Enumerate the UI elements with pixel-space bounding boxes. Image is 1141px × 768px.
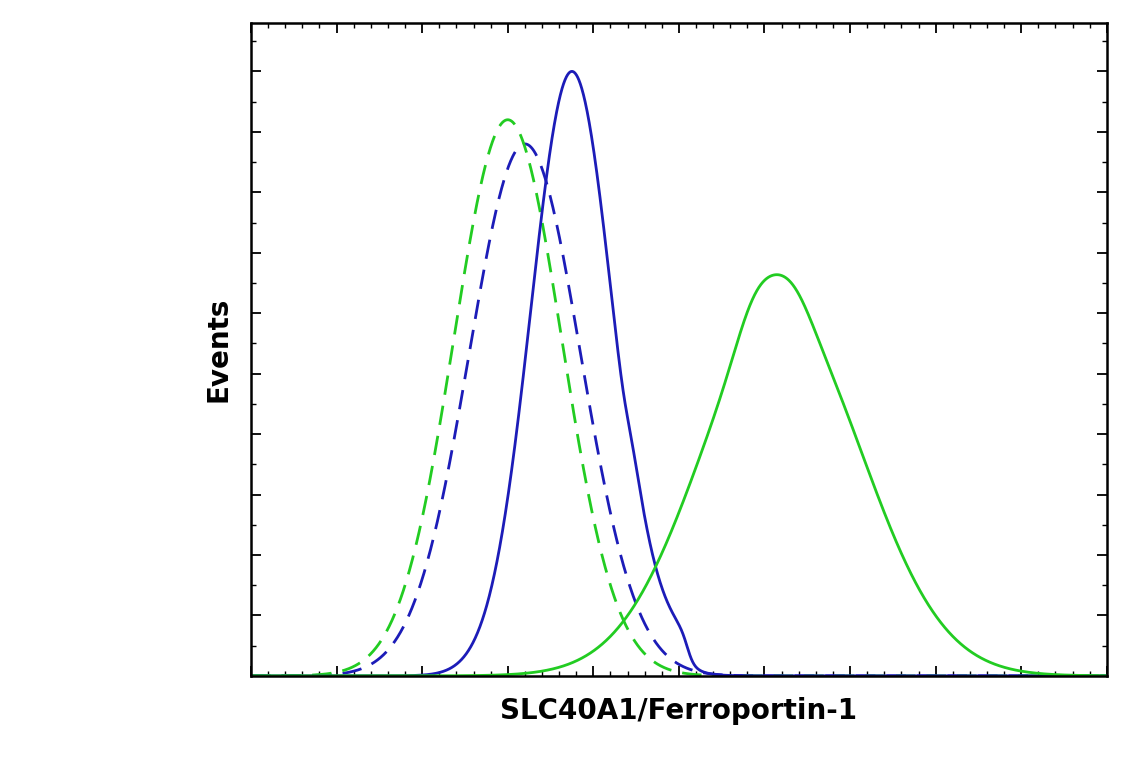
X-axis label: SLC40A1/Ferroportin-1: SLC40A1/Ferroportin-1	[501, 697, 857, 725]
Y-axis label: Events: Events	[204, 296, 233, 402]
